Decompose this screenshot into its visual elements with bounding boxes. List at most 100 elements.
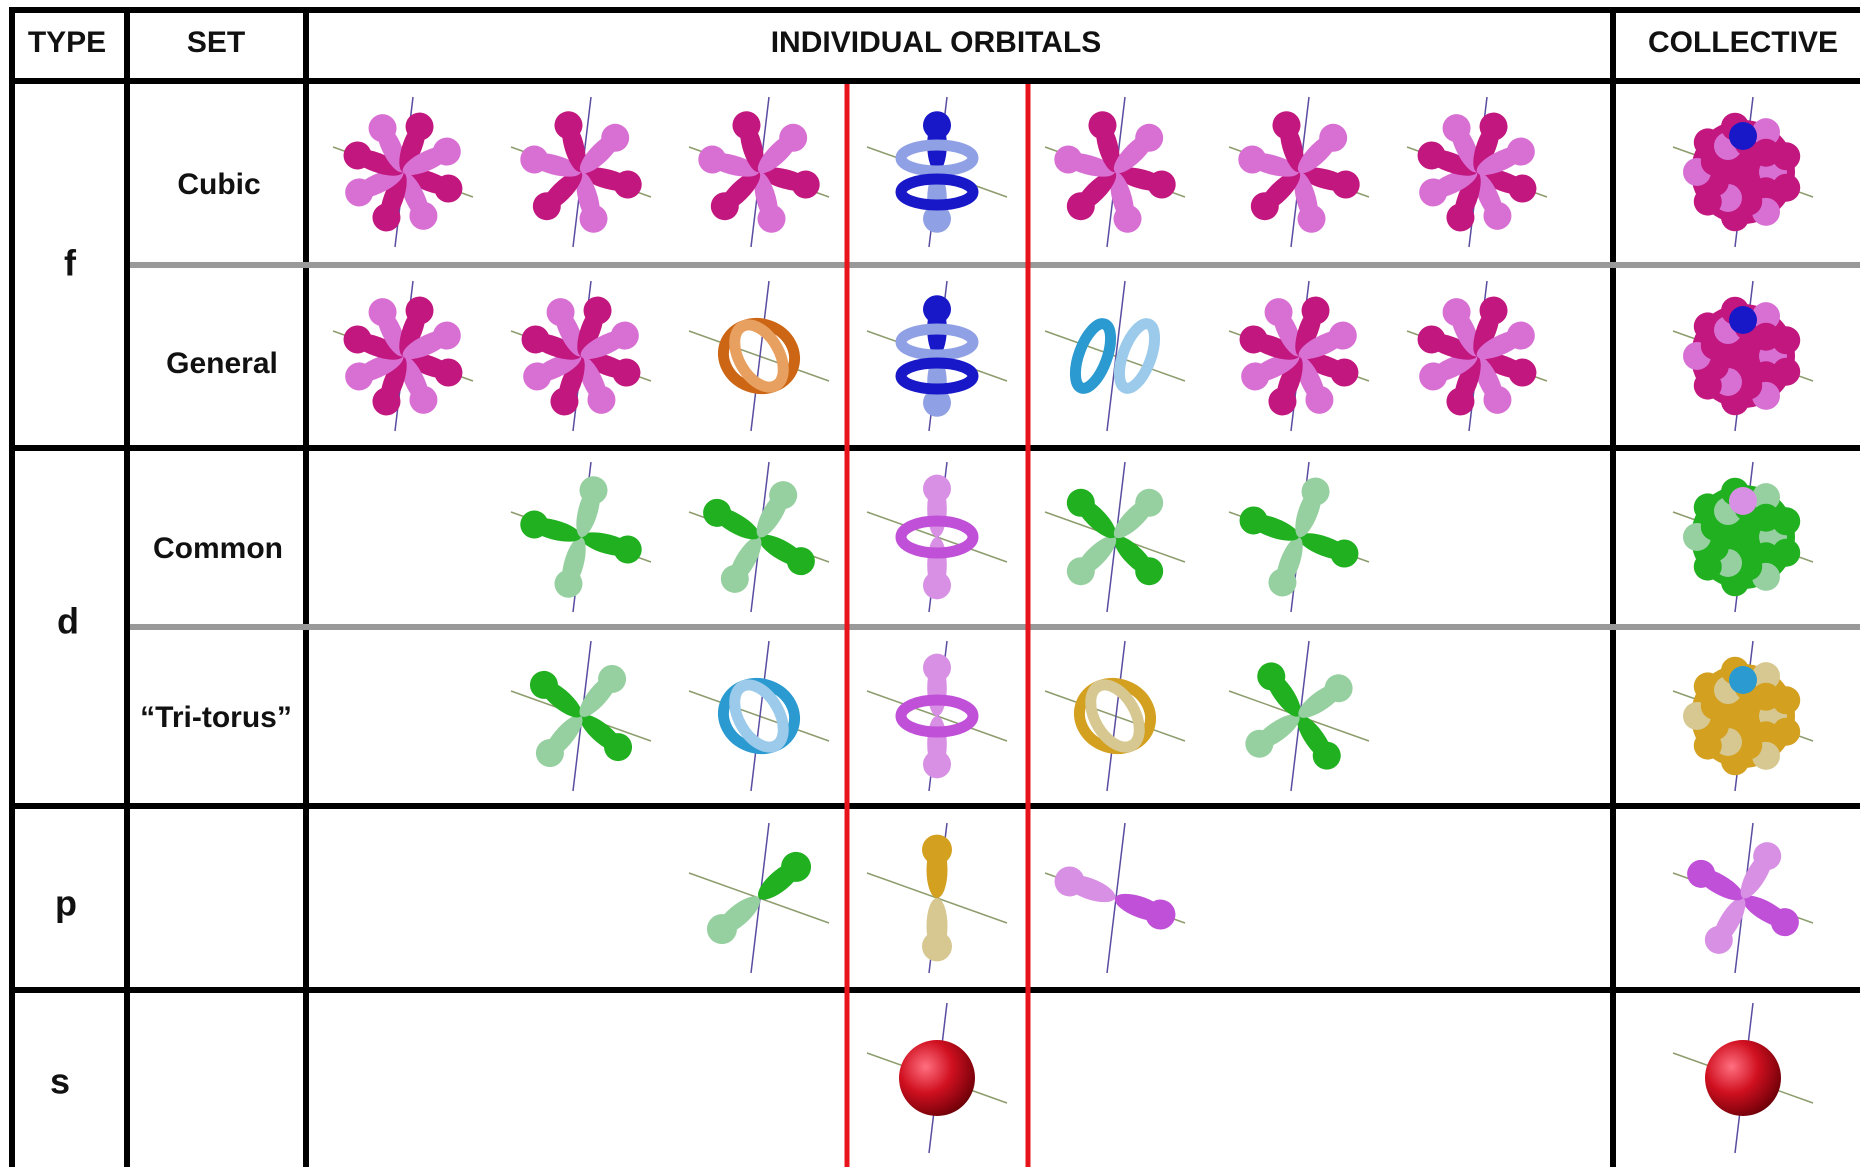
axis <box>510 690 652 742</box>
torus <box>1069 318 1117 394</box>
lobe <box>1272 111 1304 173</box>
lobe <box>1442 298 1480 357</box>
cluster-accent <box>1729 666 1757 694</box>
axis <box>1044 511 1186 563</box>
orbital <box>1672 280 1814 432</box>
header-type: TYPE <box>28 26 106 59</box>
orbital <box>510 96 652 248</box>
lobe <box>550 355 585 416</box>
lobe <box>1295 296 1330 357</box>
sphere <box>1705 1040 1781 1116</box>
orbital <box>1044 640 1186 792</box>
lobe <box>399 112 434 173</box>
orbital <box>1228 640 1370 792</box>
lobe <box>1446 355 1481 416</box>
lobe-bulb <box>535 739 564 768</box>
lobe-bulb <box>1135 488 1164 517</box>
lobe <box>576 476 608 538</box>
lobe-bulb <box>923 388 951 417</box>
lobe <box>1114 167 1176 199</box>
lobe <box>1476 321 1535 359</box>
orbital <box>1672 461 1814 613</box>
lobe-bulb <box>613 535 642 564</box>
lobe-bulb <box>405 296 434 325</box>
set-label: “Tri-torus” <box>140 701 292 734</box>
lobe-bulb <box>923 750 951 779</box>
lobe <box>757 123 808 174</box>
lobe <box>923 537 951 600</box>
lobe-bulb <box>1442 114 1471 143</box>
lobe-bulb <box>1268 568 1297 597</box>
torus <box>895 694 979 738</box>
lobe-bulb <box>372 387 401 416</box>
torus <box>895 323 979 361</box>
lobe-bulb <box>405 112 434 141</box>
lobe <box>580 714 633 762</box>
lobe-bulb <box>532 192 561 221</box>
lobe-bulb <box>769 481 798 510</box>
lobe <box>579 123 630 174</box>
lobe-bulb <box>368 298 397 327</box>
lobe <box>1088 111 1120 173</box>
lobe-bulb <box>432 137 461 166</box>
lobe <box>345 353 404 391</box>
cluster-accent <box>1729 487 1757 515</box>
lobe <box>1296 355 1334 414</box>
lobe-bulb <box>1301 296 1330 325</box>
lobe-bulb <box>1301 477 1330 506</box>
lobe-bulb <box>372 203 401 232</box>
orbital <box>510 461 652 613</box>
lobe <box>923 172 951 233</box>
lobe-bulb <box>1250 192 1279 221</box>
lobe <box>1476 352 1537 387</box>
lobe <box>923 474 951 537</box>
torus <box>895 515 979 559</box>
lobe-bulb <box>1305 385 1334 414</box>
lobe-bulb <box>710 192 739 221</box>
lobe-bulb <box>604 733 633 762</box>
lobe <box>1417 325 1478 360</box>
lobe <box>577 296 612 357</box>
lobe <box>580 352 641 387</box>
lobe-bulb <box>698 145 727 174</box>
lobe-bulb <box>546 298 575 327</box>
orbital <box>866 822 1008 974</box>
lobe-bulb <box>583 296 612 325</box>
lobe <box>1742 895 1799 937</box>
orbital <box>1672 640 1814 792</box>
lobe <box>1264 298 1302 357</box>
lobe-bulb <box>1508 358 1537 387</box>
lobe-bulb <box>1446 387 1475 416</box>
torus <box>729 679 789 753</box>
lobe-bulb <box>923 571 951 600</box>
lobe <box>1113 488 1164 539</box>
lobe <box>1250 170 1301 221</box>
cluster-bulb <box>1772 326 1801 355</box>
lobe <box>1054 866 1116 903</box>
lobe <box>703 498 760 540</box>
type-label: s <box>50 1061 70 1102</box>
lobe-bulb <box>791 170 820 199</box>
lobe-bulb <box>409 201 438 230</box>
orbital <box>1228 461 1370 613</box>
lobe <box>402 352 463 387</box>
lobe <box>1113 123 1164 174</box>
lobe <box>1238 145 1300 177</box>
lobe-bulb <box>1419 362 1448 391</box>
lobe-bulb <box>554 111 583 140</box>
lobe <box>758 534 815 576</box>
cluster-bulb <box>1772 142 1801 171</box>
torus <box>1085 679 1145 753</box>
lobe-bulb <box>1479 296 1508 325</box>
lobe <box>1066 488 1117 539</box>
axis <box>1106 280 1126 432</box>
lobe <box>1298 352 1359 387</box>
lobe-bulb <box>1239 506 1268 535</box>
lobe <box>1446 171 1481 232</box>
axis <box>1106 640 1126 792</box>
lobe <box>521 325 582 360</box>
lobe <box>923 356 951 417</box>
lobe <box>1239 325 1300 360</box>
